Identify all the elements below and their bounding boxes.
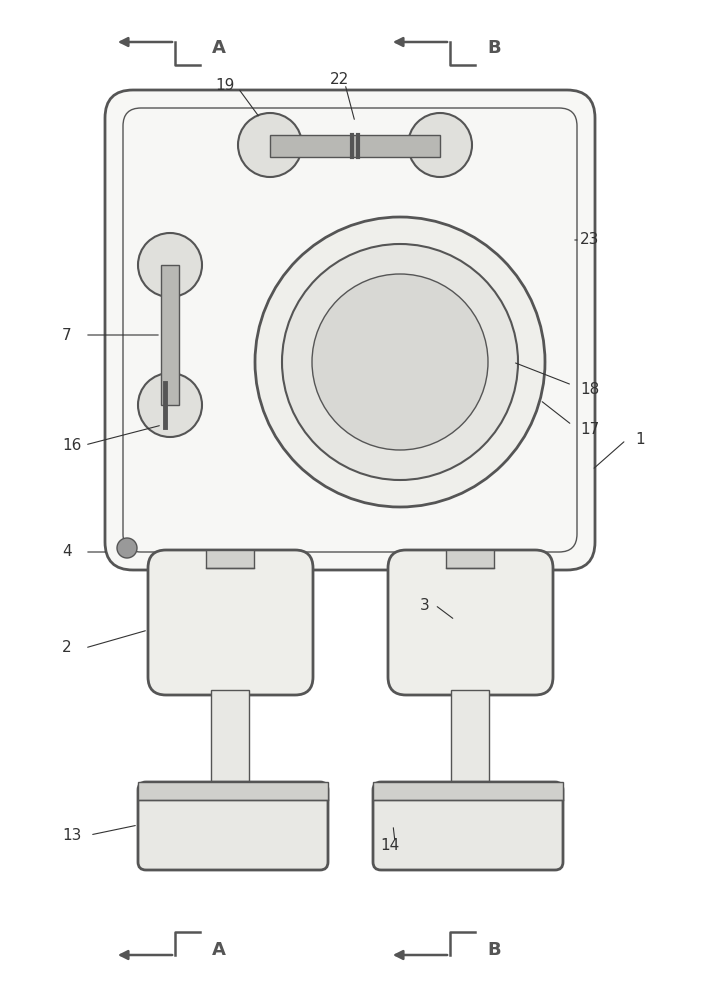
Text: 18: 18 bbox=[580, 382, 599, 397]
FancyBboxPatch shape bbox=[105, 90, 595, 570]
Bar bbox=[373, 782, 563, 800]
FancyBboxPatch shape bbox=[388, 550, 553, 695]
Text: 17: 17 bbox=[580, 422, 599, 438]
Text: B: B bbox=[487, 941, 501, 959]
Text: 19: 19 bbox=[215, 78, 234, 93]
Text: 1: 1 bbox=[635, 432, 645, 448]
Bar bbox=[451, 690, 489, 790]
Circle shape bbox=[117, 538, 137, 558]
Bar bbox=[138, 782, 328, 800]
Text: A: A bbox=[212, 941, 226, 959]
FancyBboxPatch shape bbox=[148, 550, 313, 695]
Bar bbox=[446, 550, 494, 568]
Text: 3: 3 bbox=[420, 597, 430, 612]
Circle shape bbox=[238, 113, 302, 177]
Text: 16: 16 bbox=[62, 438, 81, 452]
Bar bbox=[161, 265, 179, 405]
Bar bbox=[211, 690, 249, 790]
Text: 2: 2 bbox=[62, 641, 72, 656]
Text: 22: 22 bbox=[330, 73, 349, 88]
Circle shape bbox=[255, 217, 545, 507]
Text: 14: 14 bbox=[380, 838, 400, 852]
Bar bbox=[270, 135, 440, 157]
Text: 4: 4 bbox=[62, 544, 72, 560]
Circle shape bbox=[282, 244, 518, 480]
Text: 23: 23 bbox=[580, 232, 599, 247]
Text: 7: 7 bbox=[62, 328, 72, 342]
Circle shape bbox=[312, 274, 488, 450]
FancyBboxPatch shape bbox=[373, 782, 563, 870]
Text: B: B bbox=[487, 39, 501, 57]
Circle shape bbox=[138, 373, 202, 437]
FancyBboxPatch shape bbox=[138, 782, 328, 870]
Text: A: A bbox=[212, 39, 226, 57]
Circle shape bbox=[138, 233, 202, 297]
Bar bbox=[206, 550, 254, 568]
Circle shape bbox=[408, 113, 472, 177]
Text: 13: 13 bbox=[62, 828, 81, 842]
